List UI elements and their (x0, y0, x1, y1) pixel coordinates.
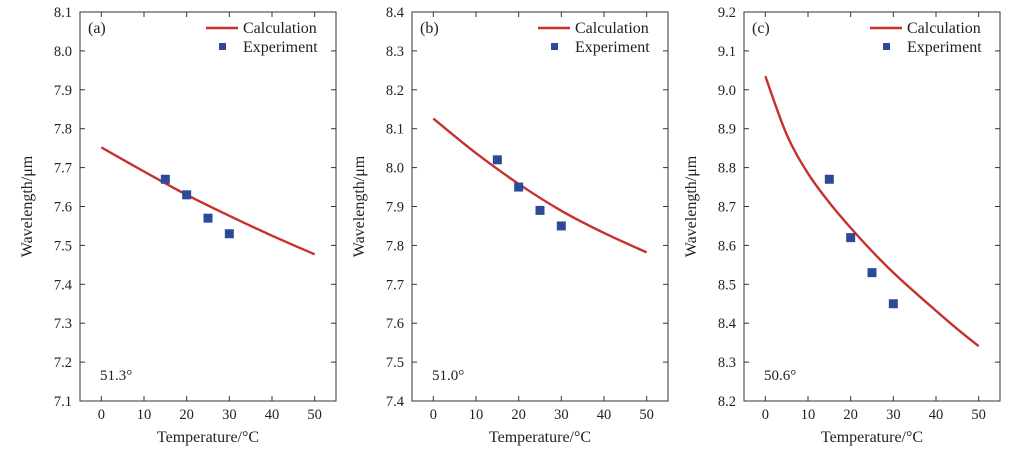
x-tick-label: 10 (137, 407, 152, 423)
x-axis-title: Temperature/°C (157, 429, 259, 446)
panel-label: (a) (88, 20, 106, 37)
x-tick-label: 30 (886, 407, 901, 423)
legend-label-experiment: Experiment (243, 39, 318, 56)
y-tick-label: 7.5 (386, 355, 404, 371)
legend-label-experiment: Experiment (575, 39, 650, 56)
x-tick-label: 10 (801, 407, 816, 423)
y-tick-label: 7.8 (54, 122, 72, 138)
y-tick-label: 8.6 (718, 238, 736, 254)
x-axis-title: Temperature/°C (489, 429, 591, 446)
legend-label-calculation: Calculation (243, 20, 317, 37)
experiment-point (182, 190, 192, 200)
panel-label: (c) (752, 20, 770, 37)
y-tick-label: 7.7 (54, 161, 72, 177)
y-axis-title: Wavelength/μm (19, 155, 36, 257)
y-axis-title: Wavelength/μm (351, 155, 368, 257)
y-tick-label: 8.8 (718, 161, 736, 177)
chart-panel-2: 0 10 20 30 40 50 7.4 7.5 7.6 7.7 7.8 7.9 8.0 8.1 8.2 8.… (351, 5, 669, 446)
experiment-point (556, 221, 566, 231)
x-tick-label: 0 (762, 407, 769, 423)
x-tick-label: 20 (179, 407, 194, 423)
y-tick-label: 8.1 (54, 5, 72, 21)
y-tick-label: 7.7 (386, 277, 404, 293)
x-tick-label: 50 (639, 407, 654, 423)
x-tick-label: 40 (929, 407, 944, 423)
angle-annotation: 51.3° (100, 368, 132, 384)
experiment-point (535, 205, 545, 215)
y-tick-label: 8.4 (718, 316, 737, 332)
calculation-curve (432, 117, 648, 254)
y-tick-label: 7.3 (54, 316, 72, 332)
y-axis-title: Wavelength/μm (683, 155, 700, 257)
legend-label-calculation: Calculation (575, 20, 649, 37)
x-tick-label: 0 (98, 407, 105, 423)
x-axis-title: Temperature/°C (821, 429, 923, 446)
experiment-point (203, 213, 213, 223)
x-tick-label: 50 (971, 407, 986, 423)
panel-label: (b) (420, 20, 439, 37)
y-tick-label: 7.1 (54, 394, 72, 410)
experiment-point (824, 174, 834, 184)
y-tick-label: 8.2 (386, 83, 404, 99)
y-tick-label: 7.2 (54, 355, 72, 371)
y-tick-label: 8.9 (718, 122, 736, 138)
y-tick-label: 7.9 (54, 83, 72, 99)
angle-annotation: 50.6° (764, 368, 796, 384)
y-tick-label: 8.1 (386, 122, 404, 138)
y-tick-label: 7.4 (386, 394, 405, 410)
chart-panel-1: 0 10 20 30 40 50 7.1 7.2 7.3 7.4 7.5 7.6 7.7 7.8 7.9 8.… (19, 5, 337, 446)
x-tick-label: 40 (597, 407, 612, 423)
x-tick-label: 0 (430, 407, 437, 423)
y-tick-label: 7.6 (54, 200, 72, 216)
x-tick-label: 20 (843, 407, 858, 423)
x-tick-label: 30 (222, 407, 237, 423)
y-tick-label: 8.0 (54, 44, 72, 60)
legend-marker-swatch (219, 43, 226, 50)
calculation-curve (100, 146, 316, 256)
chart-panel-3: 0 10 20 30 40 50 8.2 8.3 8.4 8.5 8.6 8.7 8.8 8.9 9.0 9.… (683, 5, 1001, 446)
y-tick-label: 7.4 (54, 277, 73, 293)
y-tick-label: 8.0 (386, 161, 404, 177)
y-tick-label: 7.5 (54, 238, 72, 254)
experiment-point (492, 155, 502, 165)
x-tick-label: 10 (469, 407, 484, 423)
y-tick-label: 8.3 (718, 355, 736, 371)
y-tick-label: 8.4 (386, 5, 405, 21)
plot-frame (743, 11, 1001, 402)
x-tick-label: 50 (307, 407, 322, 423)
experiment-point (867, 268, 877, 278)
y-tick-label: 8.3 (386, 44, 404, 60)
y-tick-label: 7.6 (386, 316, 404, 332)
y-tick-label: 9.2 (718, 5, 736, 21)
experiment-point (224, 229, 234, 239)
calculation-curve (764, 75, 980, 348)
x-tick-label: 40 (265, 407, 280, 423)
y-tick-label: 7.9 (386, 200, 404, 216)
legend-label-calculation: Calculation (907, 20, 981, 37)
legend-marker-swatch (883, 43, 890, 50)
y-tick-label: 8.7 (718, 200, 736, 216)
y-tick-label: 8.2 (718, 394, 736, 410)
legend-label-experiment: Experiment (907, 39, 982, 56)
experiment-point (514, 182, 524, 192)
experiment-point (160, 174, 170, 184)
legend-marker-swatch (551, 43, 558, 50)
y-tick-label: 9.0 (718, 83, 736, 99)
experiment-point (846, 233, 856, 243)
angle-annotation: 51.0° (432, 368, 464, 384)
x-tick-label: 20 (511, 407, 526, 423)
y-tick-label: 9.1 (718, 44, 736, 60)
experiment-point (888, 299, 898, 309)
y-tick-label: 7.8 (386, 238, 404, 254)
x-tick-label: 30 (554, 407, 569, 423)
y-tick-label: 8.5 (718, 277, 736, 293)
